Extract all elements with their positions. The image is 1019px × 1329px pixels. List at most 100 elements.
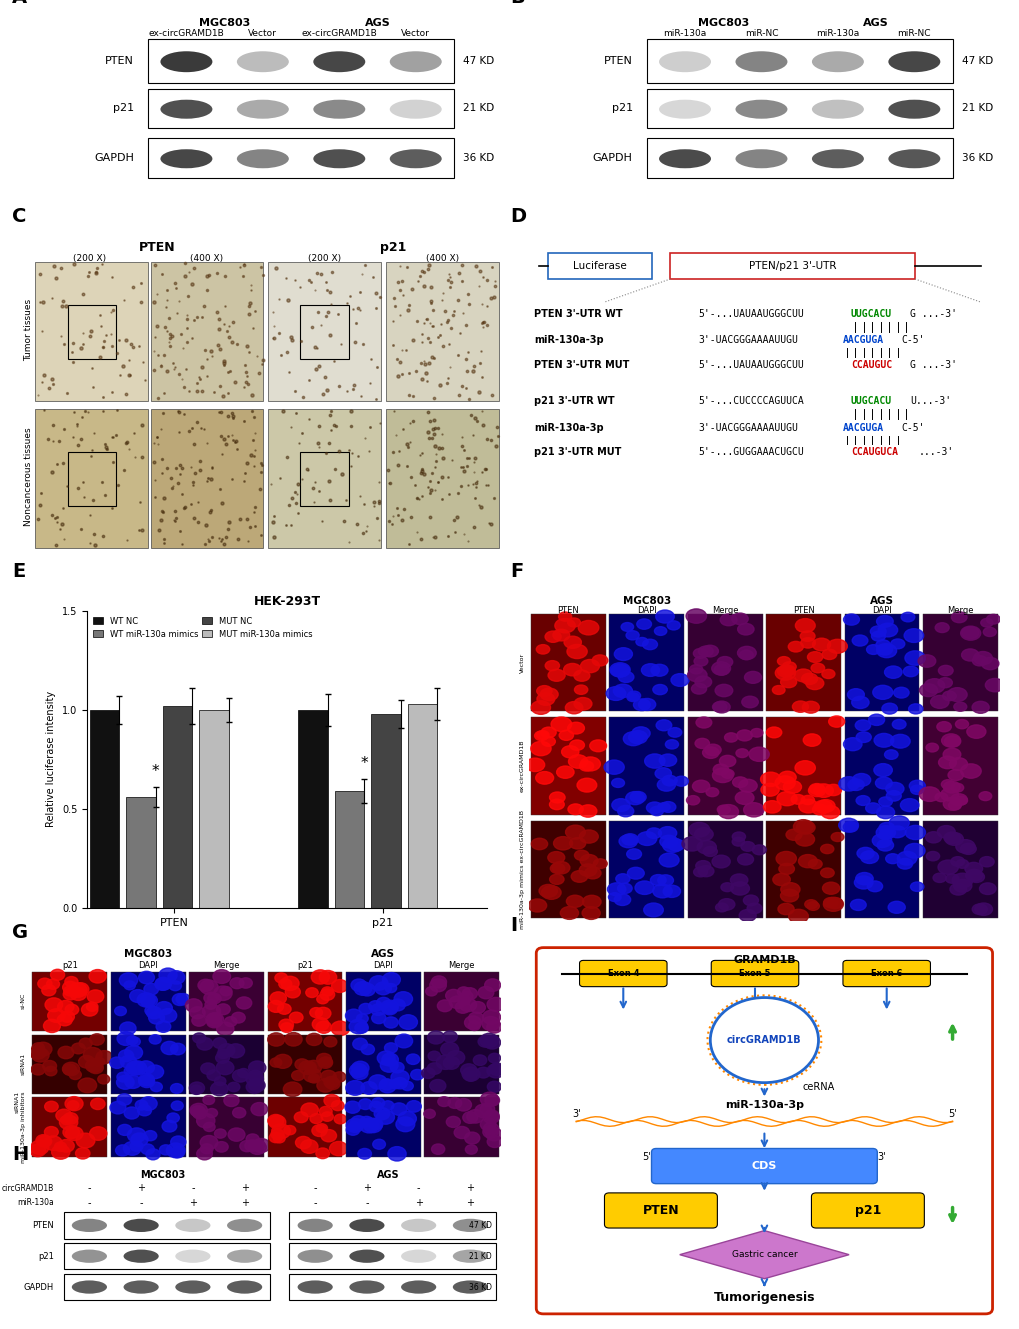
Bar (646, 138, 952, 178)
Circle shape (446, 1116, 460, 1127)
Circle shape (947, 769, 963, 780)
Circle shape (908, 780, 924, 792)
Circle shape (126, 1062, 144, 1075)
Circle shape (110, 1102, 125, 1114)
Ellipse shape (888, 100, 940, 118)
Text: (400 X): (400 X) (191, 254, 223, 263)
Circle shape (579, 762, 593, 771)
Circle shape (621, 622, 633, 631)
Ellipse shape (236, 100, 288, 118)
Circle shape (709, 998, 817, 1083)
Circle shape (431, 1144, 444, 1155)
Circle shape (955, 719, 968, 728)
Circle shape (124, 1046, 143, 1059)
Circle shape (702, 847, 716, 856)
Text: circGRAMD1B: circGRAMD1B (2, 1184, 54, 1192)
Text: 5'-...CUCCCCAGUUCA: 5'-...CUCCCCAGUUCA (698, 396, 804, 407)
Circle shape (231, 1013, 245, 1023)
Circle shape (530, 742, 550, 756)
Text: 3'-UACGGGAAAAUUGU: 3'-UACGGGAAAAUUGU (698, 423, 798, 433)
Circle shape (484, 1110, 498, 1122)
Circle shape (711, 855, 730, 868)
Circle shape (765, 727, 781, 738)
Circle shape (554, 618, 575, 633)
Text: DAPI: DAPI (373, 961, 393, 970)
Circle shape (289, 1013, 303, 1023)
Text: GAPDH: GAPDH (592, 153, 632, 163)
Bar (424, 1098, 498, 1156)
Circle shape (461, 1063, 477, 1076)
Circle shape (467, 1110, 483, 1123)
Circle shape (968, 872, 983, 882)
Text: 36 KD: 36 KD (463, 153, 494, 163)
Circle shape (79, 1038, 92, 1049)
Circle shape (369, 1119, 382, 1130)
Circle shape (550, 864, 565, 873)
Circle shape (284, 1033, 302, 1046)
Circle shape (905, 825, 924, 840)
Circle shape (61, 1115, 72, 1124)
Circle shape (607, 893, 621, 901)
Circle shape (483, 1123, 498, 1135)
Circle shape (377, 1051, 394, 1065)
Text: 47 KD: 47 KD (463, 56, 494, 66)
Ellipse shape (123, 1219, 159, 1232)
Circle shape (941, 734, 960, 747)
Ellipse shape (348, 1249, 384, 1263)
Circle shape (568, 722, 584, 734)
Circle shape (662, 885, 680, 897)
Circle shape (87, 1002, 98, 1011)
Circle shape (856, 848, 873, 860)
Circle shape (345, 1080, 364, 1095)
Circle shape (57, 1014, 72, 1026)
Ellipse shape (175, 1280, 210, 1293)
Ellipse shape (811, 52, 863, 72)
Circle shape (246, 1073, 263, 1086)
Text: G ...-3': G ...-3' (909, 308, 956, 319)
Circle shape (269, 1132, 282, 1143)
Circle shape (961, 649, 978, 661)
Text: 3'-UACGGGAAAAUUGU: 3'-UACGGGAAAAUUGU (698, 335, 798, 346)
Circle shape (808, 860, 821, 869)
Bar (385, 262, 498, 401)
Text: ex-circGRAMD1B: ex-circGRAMD1B (149, 29, 224, 39)
Circle shape (801, 674, 817, 684)
Circle shape (32, 1043, 45, 1053)
Circle shape (855, 796, 869, 805)
Circle shape (476, 1067, 490, 1078)
Circle shape (319, 1057, 332, 1067)
Circle shape (564, 637, 581, 649)
Circle shape (387, 1147, 406, 1162)
Circle shape (900, 799, 918, 812)
Ellipse shape (71, 1249, 107, 1263)
Bar (63, 1273, 270, 1300)
Circle shape (275, 973, 287, 983)
Circle shape (714, 684, 732, 696)
Text: AACGUGA: AACGUGA (842, 335, 882, 346)
Text: si-NC: si-NC (20, 993, 25, 1010)
Circle shape (804, 900, 817, 909)
Circle shape (306, 1033, 322, 1046)
Circle shape (644, 754, 664, 768)
Circle shape (605, 687, 626, 700)
Circle shape (483, 1035, 500, 1049)
Circle shape (201, 1063, 215, 1074)
Ellipse shape (160, 52, 212, 72)
Circle shape (692, 780, 709, 792)
Circle shape (204, 993, 218, 1003)
Circle shape (353, 1038, 367, 1050)
Circle shape (741, 696, 757, 708)
Circle shape (140, 1096, 157, 1110)
Circle shape (949, 884, 966, 894)
Circle shape (270, 1058, 281, 1067)
Circle shape (694, 676, 711, 688)
Circle shape (144, 983, 158, 995)
Circle shape (736, 748, 748, 758)
Circle shape (763, 800, 781, 813)
Circle shape (937, 756, 956, 768)
Circle shape (319, 1107, 332, 1116)
Circle shape (347, 1122, 360, 1131)
Ellipse shape (160, 149, 212, 169)
Circle shape (144, 1131, 157, 1140)
Circle shape (311, 970, 329, 983)
